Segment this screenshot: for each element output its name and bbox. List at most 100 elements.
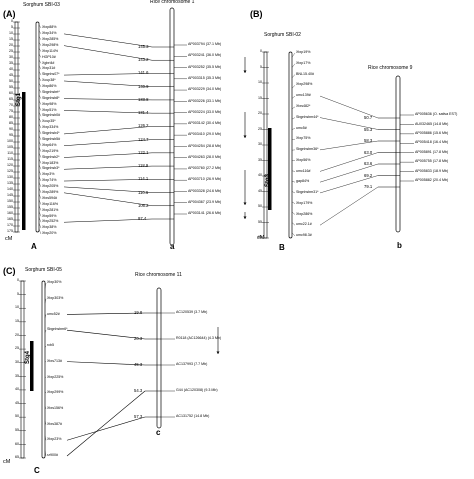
b-cm-tick-label: 55 — [258, 219, 262, 224]
panel-b-cm-unit: cM — [257, 235, 265, 241]
a-rice-bac: AP003241 (36.0 Mb) — [188, 53, 222, 58]
panel-c-cm-unit: cM — [3, 459, 11, 465]
b-qtl-bar — [268, 128, 272, 210]
a-cm-bar — [14, 21, 19, 233]
a-rice-position: 140.9 — [138, 83, 149, 89]
b-rice-position: 63.6 — [364, 161, 373, 166]
panel-c-qtl-label: Stg4 — [25, 350, 31, 364]
c-cm-tick-label: 55 — [15, 427, 19, 432]
a-cm-tick-label: 25 — [9, 49, 13, 54]
c-sorghum-marker: Xtxp225% — [47, 374, 64, 379]
a-rice-bac: AP003141 (26.6 Mb) — [188, 211, 222, 216]
c-sorghum-marker: Xtxs156% — [47, 406, 64, 411]
b-marker-tick — [291, 106, 296, 109]
panel-b-sorghum-letter: B — [279, 243, 285, 252]
a-orientation-arrowhead — [243, 202, 247, 205]
b-sorghum-marker: umc98.3# — [296, 233, 312, 238]
b-marker-tick — [291, 117, 296, 120]
c-synteny-connector — [66, 312, 146, 315]
a-marker-tick — [38, 194, 42, 199]
a-marker-tick — [38, 229, 42, 235]
b-marker-tick — [291, 63, 296, 68]
a-cm-tick-label: 90 — [9, 127, 13, 132]
a-marker-tick — [38, 71, 42, 76]
c-sorghum-marker: rz900# — [47, 453, 58, 458]
b-rice-position: 55.3 — [364, 126, 373, 132]
a-rice-bac: AP003410 (29.0 Mb) — [188, 132, 222, 137]
a-sorghum-marker: Xtxp59% — [42, 213, 57, 218]
a-synteny-connector — [63, 45, 153, 61]
b-sorghum-marker: Sbgnhsbm44* — [296, 114, 319, 119]
a-cm-tick-label: 75 — [9, 109, 13, 114]
a-marker-tick — [38, 54, 42, 58]
a-marker-tick — [38, 170, 42, 176]
a-marker-tick — [38, 135, 42, 140]
c-cm-tick-label: 10 — [15, 305, 19, 310]
c-cm-bar — [20, 280, 25, 459]
a-cm-tick-label: 50 — [9, 79, 13, 84]
a-rice-position: 106.2 — [138, 202, 149, 208]
a-marker-tick — [38, 118, 42, 123]
b-sorghum-marker: BNL15.40# — [296, 71, 314, 76]
b-marker-tick — [291, 128, 296, 130]
c-marker-tick — [44, 330, 47, 333]
a-synteny-connector — [63, 165, 153, 170]
a-marker-tick — [38, 77, 42, 82]
a-rice-bac: AP003315 (35.3 Mb) — [188, 76, 222, 80]
b-sorghum-marker: Xtxp56% — [296, 157, 311, 162]
b-synteny-connector — [319, 95, 379, 119]
panel-c-label: (C) — [3, 266, 16, 276]
a-marker-tick — [38, 205, 42, 211]
b-rice-bac: AP005891 (17.8 Mb) — [415, 149, 449, 154]
a-marker-tick — [38, 129, 42, 135]
b-sorghum-marker: Xtxp75% — [296, 136, 311, 141]
a-marker-tick — [38, 106, 42, 111]
a-sorghum-marker: Xtxp64% — [42, 142, 57, 147]
a-cm-tick-label: 60 — [9, 91, 13, 96]
c-sorghum-marker: umc52# — [47, 311, 60, 316]
c-sorghum-marker: Xtxp303% — [47, 295, 64, 300]
a-rice-position: 114.1 — [138, 176, 149, 182]
a-marker-tick — [38, 100, 42, 105]
a-synteny-connector — [63, 126, 153, 135]
a-marker-tick — [38, 147, 42, 152]
c-rice-bac: G44 (AC120308) (9.3 Mb) — [176, 388, 218, 393]
a-marker-tick — [38, 223, 42, 229]
panel-c-sorghum-title: Sorghum SBI-05 — [25, 267, 62, 273]
b-synteny-connector — [319, 186, 379, 226]
c-sorghum-marker: Xtxp23% — [47, 437, 62, 442]
c-cm-tick-label: 25 — [15, 346, 19, 351]
c-marker-tick — [44, 391, 47, 394]
a-rice-bac: AP003226 (33.1 Mb) — [188, 98, 222, 103]
a-sorghum-marker: Xtxp298% — [42, 42, 59, 47]
a-cm-tick-label: 170 — [7, 223, 13, 228]
c-rice-position: 19.8 — [134, 310, 143, 315]
a-sorghum-marker: Xcup35* — [42, 119, 56, 124]
a-rice-position: 124.7 — [138, 136, 149, 142]
a-synteny-connector — [63, 33, 153, 48]
a-rice-position: 133.8 — [138, 96, 149, 102]
c-qtl-bar — [30, 341, 34, 391]
b-marker-tick — [291, 95, 296, 99]
a-sorghum-marker: Xtxp34% — [42, 31, 57, 36]
b-marker-tick — [291, 201, 296, 204]
a-cm-tick-label: 120 — [7, 163, 13, 168]
c-cm-tick-label: 0 — [17, 278, 19, 283]
panel-a-label: (A) — [3, 9, 16, 19]
c-marker-tick — [44, 406, 47, 409]
a-cm-tick-label: 35 — [9, 61, 13, 66]
b-sorghum-marker: Sbgnhsbm36* — [296, 147, 319, 152]
c-sorghum-marker: Xtxp30% — [47, 280, 62, 285]
b-sorghum-marker: Xtxp19% — [296, 50, 311, 55]
b-rice-bac: AP005882 (20.4 Mb) — [415, 178, 449, 183]
a-sorghum-marker: Sbgnhsb2* — [42, 154, 60, 159]
c-marker-tick — [44, 282, 47, 289]
a-sorghum-marker: Xtxp205% — [42, 184, 59, 189]
b-marker-tick — [291, 170, 296, 172]
c-cm-tick-label: 15 — [15, 319, 19, 324]
a-rice-bac: AP004263 (28.0 Mb) — [188, 154, 222, 159]
c-marker-tick — [44, 314, 47, 318]
c-cm-tick-label: 35 — [15, 373, 19, 378]
b-rice-bac: AP005833 (18.9 Mb) — [415, 168, 449, 173]
b-cm-tick-label: 60 — [258, 235, 262, 240]
